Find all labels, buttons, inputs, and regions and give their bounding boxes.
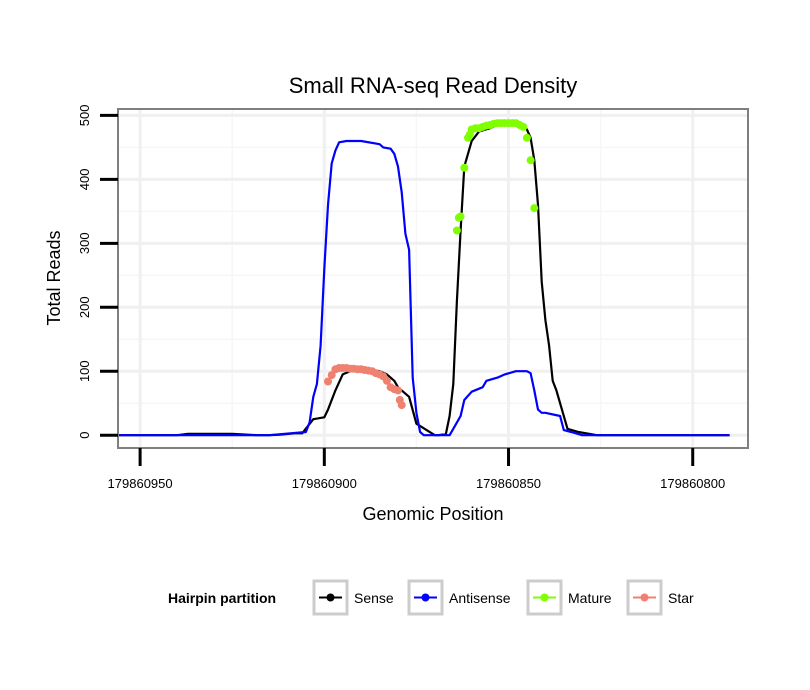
x-tick-label: 179860850: [476, 476, 541, 491]
y-tick-label: 400: [77, 169, 92, 191]
legend-label-star: Star: [668, 590, 694, 606]
y-tick-label: 500: [77, 105, 92, 127]
y-tick-label: 100: [77, 360, 92, 382]
panel-border: [117, 108, 749, 449]
legend-key-point: [540, 593, 549, 602]
grid-layer: [118, 109, 748, 448]
axis-layer: 0 100 200 300 400 500 179860950 179860900 179860…: [77, 105, 725, 491]
legend-key-point: [640, 593, 649, 602]
data-point-mature: [530, 204, 539, 213]
data-point-star: [324, 377, 332, 386]
data-point-mature: [522, 133, 531, 142]
legend-key-point: [326, 593, 335, 602]
legend-label-mature: Mature: [568, 590, 612, 606]
legend-label-antisense: Antisense: [449, 590, 511, 606]
y-tick-label: 300: [77, 232, 92, 254]
data-point-star: [397, 401, 406, 410]
y-tick-label: 0: [77, 432, 92, 439]
data-point-mature: [452, 226, 461, 235]
chart-title: Small RNA-seq Read Density: [289, 73, 578, 98]
data-point-mature: [460, 163, 469, 172]
data-point-star: [327, 371, 336, 380]
series-line-antisense: [119, 139, 730, 437]
x-tick-label: 179860900: [292, 476, 357, 491]
y-tick-label: 200: [77, 296, 92, 318]
data-point-star: [382, 376, 391, 385]
legend-key-point: [421, 593, 430, 602]
x-axis-title: Genomic Position: [362, 504, 503, 524]
y-axis-title: Total Reads: [44, 230, 64, 325]
legend: Hairpin partition Sense Antisense Mature St…: [168, 579, 694, 616]
data-point-mature: [456, 212, 465, 221]
data-point-mature: [519, 122, 528, 131]
legend-title: Hairpin partition: [168, 590, 276, 606]
data-point-mature: [526, 156, 535, 165]
legend-label-sense: Sense: [354, 590, 394, 606]
data-point-star: [394, 386, 402, 395]
series-layer: [119, 119, 730, 437]
x-tick-label: 179860950: [108, 476, 173, 491]
x-tick-label: 179860800: [660, 476, 725, 491]
series-line-sense: [119, 120, 730, 437]
panel-background: [118, 109, 748, 448]
